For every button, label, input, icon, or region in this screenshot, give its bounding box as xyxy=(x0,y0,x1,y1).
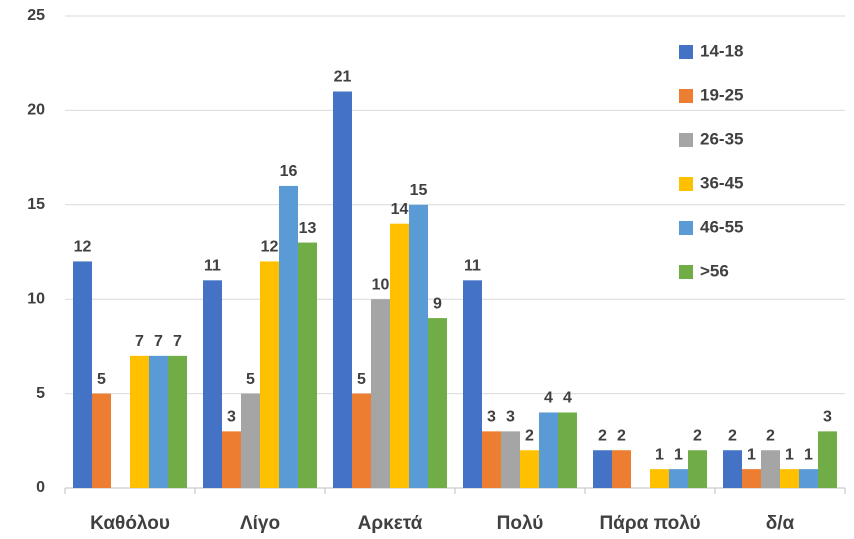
bar xyxy=(799,469,818,488)
data-label: 11 xyxy=(204,258,221,275)
x-tick-label: Πολύ xyxy=(497,513,544,534)
data-label: 2 xyxy=(617,427,626,444)
data-label: 2 xyxy=(598,427,607,444)
data-label: 21 xyxy=(334,69,352,86)
bar xyxy=(742,469,761,488)
data-label: 12 xyxy=(261,239,279,256)
bar xyxy=(130,355,149,488)
bar xyxy=(780,469,799,488)
data-label: 12 xyxy=(74,239,92,256)
legend-swatch xyxy=(679,265,693,279)
bar xyxy=(501,431,520,488)
data-label: 5 xyxy=(246,371,255,388)
data-label: 9 xyxy=(433,295,442,312)
bar xyxy=(761,450,780,488)
bar xyxy=(371,299,390,488)
bar xyxy=(168,355,187,488)
bar xyxy=(279,185,298,489)
bar xyxy=(482,431,501,488)
data-label: 1 xyxy=(785,446,794,463)
bar xyxy=(73,261,92,488)
bar xyxy=(390,223,409,488)
bar xyxy=(593,450,612,488)
data-label: 4 xyxy=(563,390,572,407)
legend-swatch xyxy=(679,45,693,59)
bar xyxy=(203,280,222,488)
data-label: 3 xyxy=(823,409,832,426)
bar xyxy=(558,412,577,488)
bar xyxy=(818,431,837,488)
data-label: 7 xyxy=(135,333,144,350)
y-tick-label: 15 xyxy=(27,196,45,213)
y-tick-label: 0 xyxy=(36,479,45,496)
data-label: 4 xyxy=(544,390,553,407)
bar xyxy=(409,204,428,489)
data-label: 1 xyxy=(804,446,813,463)
data-label: 5 xyxy=(357,371,366,388)
bar xyxy=(149,355,168,488)
bar xyxy=(520,450,539,488)
bar xyxy=(612,450,631,488)
bar xyxy=(669,469,688,488)
legend-label: 14-18 xyxy=(700,41,743,60)
legend-swatch xyxy=(679,221,693,235)
y-tick-label: 20 xyxy=(27,102,45,119)
legend-label: 46-55 xyxy=(700,217,743,236)
bar xyxy=(352,393,371,488)
data-label: 13 xyxy=(299,220,317,237)
data-label: 2 xyxy=(766,427,775,444)
bar xyxy=(539,412,558,488)
bar xyxy=(428,318,447,488)
data-label: 2 xyxy=(728,427,737,444)
bar xyxy=(650,469,669,488)
data-label: 7 xyxy=(173,333,182,350)
legend-swatch xyxy=(679,89,693,103)
bar xyxy=(688,450,707,488)
legend-label: 26-35 xyxy=(700,129,743,148)
x-tick-label: Καθόλου xyxy=(90,513,170,534)
bar xyxy=(298,242,317,488)
bar xyxy=(333,91,352,489)
data-label: 14 xyxy=(391,201,409,218)
bar xyxy=(260,261,279,488)
y-tick-label: 25 xyxy=(27,7,45,24)
y-tick-label: 10 xyxy=(27,290,45,307)
data-label: 1 xyxy=(674,446,683,463)
bar xyxy=(723,450,742,488)
y-tick-label: 5 xyxy=(36,385,45,402)
legend-swatch xyxy=(679,177,693,191)
x-tick-label: δ/α xyxy=(766,513,795,534)
bar xyxy=(241,393,260,488)
bar xyxy=(92,393,111,488)
data-label: 1 xyxy=(747,446,756,463)
x-tick-label: Αρκετά xyxy=(358,513,423,534)
bar xyxy=(222,431,241,488)
legend-label: 36-45 xyxy=(700,173,743,192)
x-tick-label: Λίγο xyxy=(240,513,280,534)
legend-swatch xyxy=(679,133,693,147)
data-label: 16 xyxy=(280,163,298,180)
data-label: 1 xyxy=(655,446,664,463)
data-label: 2 xyxy=(693,427,702,444)
data-label: 15 xyxy=(410,182,428,199)
legend-label: >56 xyxy=(700,261,729,280)
data-label: 10 xyxy=(372,276,390,293)
data-label: 3 xyxy=(506,409,515,426)
legend-label: 19-25 xyxy=(700,85,743,104)
bar xyxy=(463,280,482,488)
data-label: 3 xyxy=(227,409,236,426)
data-label: 7 xyxy=(154,333,163,350)
x-tick-label: Πάρα πολύ xyxy=(599,513,700,534)
data-label: 5 xyxy=(97,371,106,388)
data-label: 11 xyxy=(464,258,481,275)
data-label: 2 xyxy=(525,427,534,444)
data-label: 3 xyxy=(487,409,496,426)
